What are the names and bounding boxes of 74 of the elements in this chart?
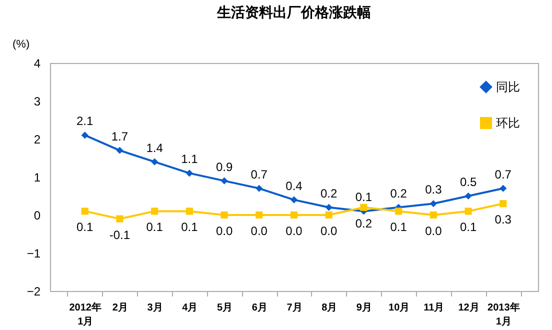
point — [395, 208, 402, 215]
x-tick-label: 10月 — [388, 302, 410, 314]
point — [116, 146, 124, 154]
point — [500, 184, 507, 192]
data-label: 0.7 — [250, 167, 268, 182]
x-tick-label: 12月 — [458, 302, 480, 314]
data-label: 1.1 — [181, 152, 198, 166]
data-label: 0.2 — [355, 216, 372, 230]
legend-label: 环比 — [496, 116, 520, 130]
data-label: 0.9 — [216, 160, 233, 174]
y-tick-label: 2 — [34, 132, 41, 146]
legend-label: 同比 — [496, 80, 520, 94]
x-tick-label: 2月 — [112, 302, 128, 314]
point — [430, 211, 437, 219]
data-label: 1.7 — [111, 129, 128, 144]
data-label: 0.1 — [146, 220, 164, 234]
y-tick-label: −2 — [26, 284, 41, 298]
point — [81, 132, 88, 139]
data-label: 0.5 — [460, 175, 477, 189]
data-label: 0.1 — [76, 220, 94, 234]
point — [464, 208, 472, 215]
x-tick-label: 7月 — [286, 302, 302, 314]
point — [220, 211, 228, 219]
y-tick-label: 3 — [34, 94, 41, 108]
data-label: 0.0 — [286, 224, 303, 238]
data-label: 0.2 — [320, 186, 338, 200]
x-tick-label: 5月 — [217, 302, 233, 314]
x-tick-label: 3月 — [147, 302, 163, 314]
point — [325, 204, 332, 211]
y-tick-label: 1 — [34, 170, 41, 184]
x-tick-label: 4月 — [182, 302, 198, 314]
point — [464, 192, 472, 200]
point — [151, 158, 158, 166]
point — [186, 170, 193, 177]
point — [220, 177, 228, 184]
data-label: 0.1 — [460, 220, 477, 234]
point — [290, 196, 298, 204]
data-label: 0.0 — [320, 224, 338, 238]
point — [430, 200, 437, 208]
data-label: 0.3 — [425, 182, 442, 197]
point — [325, 211, 332, 219]
point — [290, 211, 298, 219]
data-label: 0.1 — [355, 190, 372, 204]
data-label: 2.1 — [76, 114, 94, 128]
data-label: 0.1 — [390, 220, 408, 234]
data-label: -0.1 — [109, 228, 130, 242]
point — [256, 211, 263, 219]
x-tick-label: 6月 — [252, 302, 268, 314]
y-tick-label: 0 — [34, 208, 41, 222]
point — [500, 200, 507, 208]
y-tick-label: 4 — [34, 56, 41, 70]
point — [151, 208, 158, 215]
data-label: 0.4 — [286, 178, 303, 193]
chart-title: 生活资料出厂价格涨跌幅 — [216, 4, 371, 20]
data-label: 0.0 — [250, 224, 268, 238]
x-tick-label: 2013年 1月 — [488, 302, 520, 328]
data-label: 0.0 — [216, 224, 233, 238]
data-label: 0.7 — [494, 167, 512, 182]
data-label: 0.1 — [181, 220, 198, 234]
data-label: 0.0 — [425, 224, 442, 238]
x-tick-label: 2012年 1月 — [69, 302, 102, 328]
data-label: 1.4 — [146, 140, 164, 155]
data-label: 0.3 — [494, 212, 512, 227]
x-tick-label: 8月 — [322, 302, 338, 314]
y-tick-label: −1 — [26, 246, 41, 260]
point — [81, 208, 88, 215]
point — [256, 184, 263, 192]
x-tick-label: 9月 — [356, 302, 372, 314]
x-tick-label: 11月 — [424, 302, 444, 314]
point — [360, 204, 368, 211]
y-axis-title: (%) — [12, 38, 30, 50]
point — [116, 215, 124, 222]
data-label: 0.2 — [390, 186, 408, 200]
point — [186, 208, 193, 215]
